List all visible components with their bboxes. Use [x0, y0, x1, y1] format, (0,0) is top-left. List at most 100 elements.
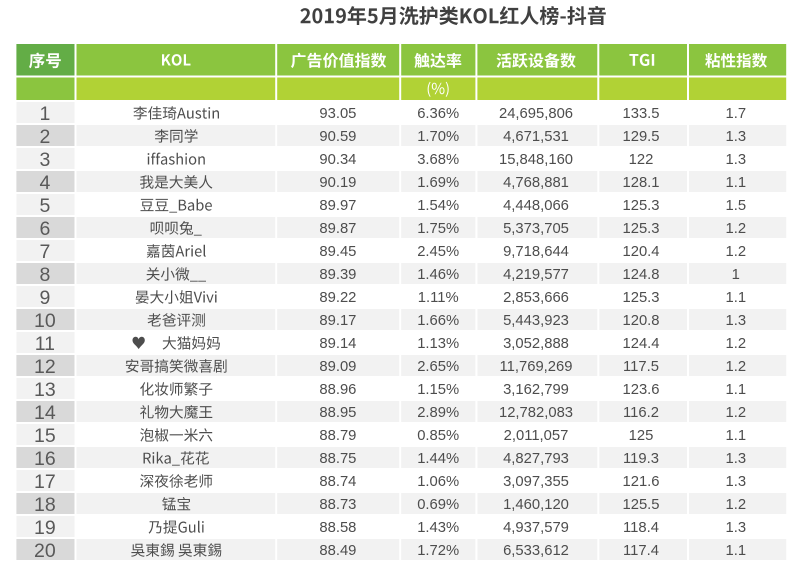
svg-text:90.34: 90.34: [319, 152, 356, 168]
svg-text:123.6: 123.6: [622, 382, 659, 398]
svg-text:1.7: 1.7: [726, 106, 747, 122]
svg-text:10: 10: [34, 310, 56, 332]
svg-text:88.74: 88.74: [319, 474, 356, 490]
svg-text:88.75: 88.75: [319, 451, 356, 467]
svg-text:89.09: 89.09: [319, 359, 356, 375]
svg-text:1.2: 1.2: [726, 221, 747, 237]
svg-text:93.05: 93.05: [319, 106, 356, 122]
svg-text:6,533,612: 6,533,612: [503, 543, 569, 559]
svg-text:4,448,066: 4,448,066: [503, 198, 569, 214]
svg-text:122: 122: [629, 152, 654, 168]
svg-text:1: 1: [732, 267, 740, 283]
svg-text:89.22: 89.22: [319, 290, 356, 306]
svg-text:88.79: 88.79: [319, 428, 356, 444]
svg-text:125.3: 125.3: [622, 290, 659, 306]
svg-text:1.3: 1.3: [726, 313, 747, 329]
svg-text:4: 4: [39, 172, 50, 194]
svg-text:133.5: 133.5: [622, 106, 659, 122]
svg-text:14: 14: [34, 402, 56, 424]
svg-text:1.15%: 1.15%: [417, 382, 459, 398]
svg-text:17: 17: [34, 471, 56, 493]
svg-text:1.44%: 1.44%: [417, 451, 459, 467]
svg-text:11,769,269: 11,769,269: [500, 359, 573, 375]
svg-text:4,219,577: 4,219,577: [503, 267, 569, 283]
svg-text:118.4: 118.4: [623, 520, 659, 536]
svg-text:4,937,579: 4,937,579: [503, 520, 569, 536]
svg-text:1.11%: 1.11%: [418, 290, 459, 306]
svg-text:2.45%: 2.45%: [417, 244, 459, 260]
svg-text:88.73: 88.73: [319, 497, 356, 513]
svg-text:1.1: 1.1: [726, 175, 747, 191]
svg-text:4,768,881: 4,768,881: [503, 175, 569, 191]
svg-text:5,373,705: 5,373,705: [503, 221, 569, 237]
svg-text:4,827,793: 4,827,793: [503, 451, 569, 467]
svg-text:11: 11: [35, 333, 55, 355]
svg-text:124.8: 124.8: [622, 267, 659, 283]
svg-text:15,848,160: 15,848,160: [499, 152, 573, 168]
svg-text:1.3: 1.3: [726, 129, 747, 145]
svg-text:1.1: 1.1: [726, 382, 747, 398]
svg-text:3: 3: [39, 149, 50, 171]
svg-text:89.97: 89.97: [319, 198, 356, 214]
svg-text:0.69%: 0.69%: [417, 497, 459, 513]
svg-text:116.2: 116.2: [623, 405, 659, 421]
svg-text:5: 5: [39, 195, 50, 217]
svg-text:1.13%: 1.13%: [417, 336, 459, 352]
svg-text:129.5: 129.5: [622, 129, 659, 145]
svg-text:0.85%: 0.85%: [417, 428, 459, 444]
svg-text:19: 19: [34, 517, 56, 539]
svg-text:8: 8: [39, 264, 50, 286]
svg-text:4,671,531: 4,671,531: [503, 129, 569, 145]
svg-text:119.3: 119.3: [623, 451, 659, 467]
svg-text:1.3: 1.3: [726, 474, 747, 490]
svg-text:1.75%: 1.75%: [417, 221, 459, 237]
svg-text:1.2: 1.2: [726, 405, 747, 421]
svg-text:12: 12: [34, 356, 56, 378]
svg-text:125.5: 125.5: [622, 497, 659, 513]
svg-text:88.58: 88.58: [319, 520, 356, 536]
svg-text:5,443,923: 5,443,923: [503, 313, 569, 329]
svg-text:1.3: 1.3: [726, 520, 747, 536]
svg-text:88.96: 88.96: [319, 382, 356, 398]
svg-text:1.5: 1.5: [726, 198, 747, 214]
svg-text:2.65%: 2.65%: [417, 359, 459, 375]
svg-text:3,162,799: 3,162,799: [503, 382, 569, 398]
svg-text:89.14: 89.14: [319, 336, 356, 352]
svg-text:1.2: 1.2: [726, 497, 747, 513]
svg-text:1,460,120: 1,460,120: [503, 497, 569, 513]
svg-text:9: 9: [39, 287, 50, 309]
svg-text:18: 18: [34, 494, 56, 516]
svg-text:2: 2: [39, 126, 50, 148]
svg-text:1.2: 1.2: [726, 359, 747, 375]
svg-text:3.68%: 3.68%: [417, 152, 459, 168]
svg-text:90.19: 90.19: [319, 175, 356, 191]
svg-text:1.69%: 1.69%: [417, 175, 459, 191]
svg-text:1.54%: 1.54%: [417, 198, 459, 214]
svg-text:24,695,806: 24,695,806: [499, 106, 573, 122]
svg-text:15: 15: [34, 425, 56, 447]
svg-text:1: 1: [39, 103, 50, 125]
svg-text:89.39: 89.39: [319, 267, 356, 283]
svg-text:117.4: 117.4: [623, 543, 659, 559]
svg-text:13: 13: [34, 379, 56, 401]
svg-text:3,097,355: 3,097,355: [503, 474, 569, 490]
svg-text:9,718,644: 9,718,644: [503, 244, 569, 260]
svg-text:1.72%: 1.72%: [417, 543, 459, 559]
svg-text:2,011,057: 2,011,057: [504, 428, 569, 444]
svg-text:89.87: 89.87: [319, 221, 356, 237]
svg-text:1.43%: 1.43%: [417, 520, 459, 536]
svg-text:1.06%: 1.06%: [417, 474, 459, 490]
svg-text:120.4: 120.4: [622, 244, 659, 260]
svg-text:88.49: 88.49: [319, 543, 356, 559]
svg-text:2,853,666: 2,853,666: [503, 290, 569, 306]
svg-text:1.2: 1.2: [726, 336, 747, 352]
svg-text:1.70%: 1.70%: [417, 129, 459, 145]
svg-text:89.45: 89.45: [319, 244, 356, 260]
svg-text:89.17: 89.17: [319, 313, 356, 329]
svg-text:1.1: 1.1: [726, 543, 747, 559]
svg-text:1.2: 1.2: [726, 244, 747, 260]
svg-text:120.8: 120.8: [622, 313, 659, 329]
svg-text:1.66%: 1.66%: [417, 313, 459, 329]
svg-text:128.1: 128.1: [622, 175, 659, 191]
svg-text:1.46%: 1.46%: [417, 267, 459, 283]
